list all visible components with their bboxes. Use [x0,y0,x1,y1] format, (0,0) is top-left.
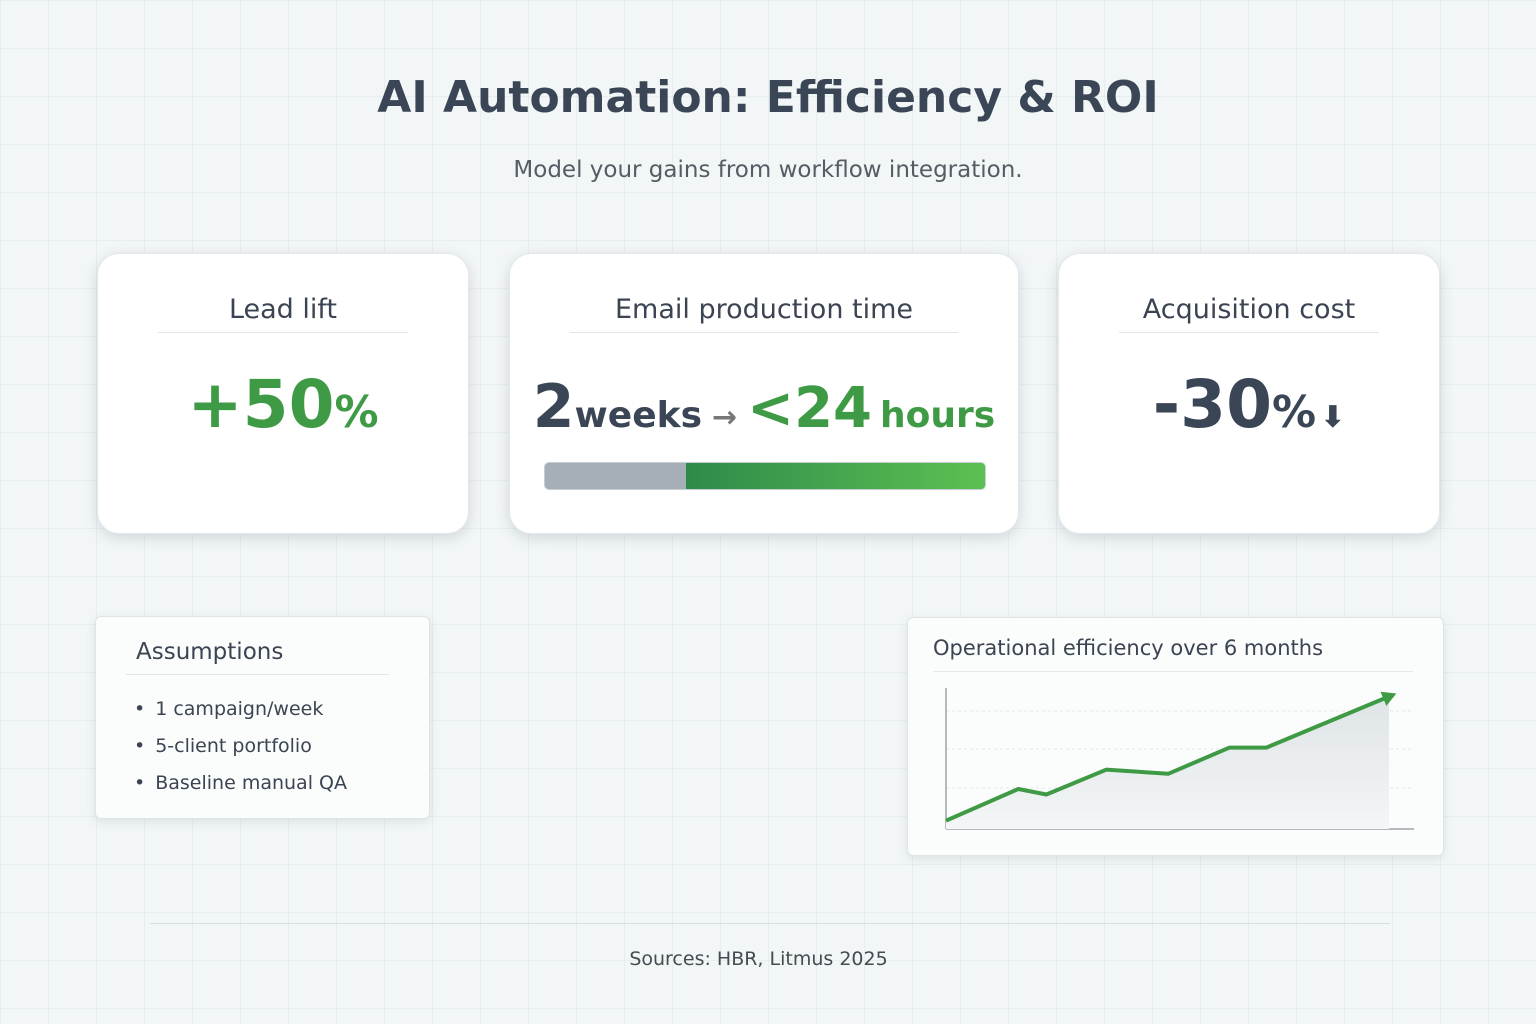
assumption-item: • Baseline manual QA [134,765,347,802]
from-unit: weeks [574,395,703,436]
card-value-row: -30% ⬇ [1059,366,1439,443]
area [946,696,1389,829]
metric-card: Acquisition cost -30% ⬇ [1058,253,1440,534]
assumption-text: 5-client portfolio [155,735,312,757]
divider [570,332,958,333]
card-label: Acquisition cost [1142,294,1356,325]
to-value: <24 [747,376,873,441]
title: AI Automation: Efficiency & ROI [377,72,1159,123]
assumption-list: • 1 campaign/week • 5-client portfolio • Base… [134,691,347,802]
card-label: Lead lift [228,294,338,325]
divider [126,674,389,675]
divider [158,332,408,333]
to-unit: hours [880,395,996,436]
card-label: Email production time [614,294,914,325]
arrow: → [712,400,738,435]
from-value: 2 [532,372,575,442]
divider [1119,332,1379,333]
subtitle: Model your gains from workflow integrati… [513,157,1023,183]
chart-title: Operational efficiency over 6 months [933,636,1324,660]
down-arrow: ⬇ [1320,400,1346,435]
chart [945,688,1414,830]
card-value-row: 2weeks → <24 hours [510,372,1018,442]
card-value: +50 [187,366,335,443]
metric-card: Lead lift +50% [97,253,469,534]
chart-panel: Operational efficiency over 6 months [907,617,1444,856]
footer-rule [150,923,1390,924]
assumption-text: 1 campaign/week [155,698,324,720]
assumption-text: Baseline manual QA [155,772,347,794]
card-unit: % [1272,387,1317,438]
bullet: • [134,772,146,794]
card-value-row: +50% [98,366,468,443]
assumption-item: • 1 campaign/week [134,691,347,728]
bullet: • [134,698,146,720]
card-value: -30 [1152,366,1272,443]
assumptions-panel: Assumptions • 1 campaign/week • 5-client po… [95,616,430,819]
divider [933,671,1413,672]
line [945,694,1390,823]
metric-card: Email production time 2weeks → <24 hours [509,253,1019,534]
sources: Sources: HBR, Litmus 2025 [629,948,888,970]
card-unit: % [334,387,379,438]
assumption-item: • 5-client portfolio [134,728,347,765]
bullet: • [134,735,146,757]
progress-bar [544,462,986,490]
arrowhead [1380,691,1397,706]
panel-title: Assumptions [136,639,284,665]
